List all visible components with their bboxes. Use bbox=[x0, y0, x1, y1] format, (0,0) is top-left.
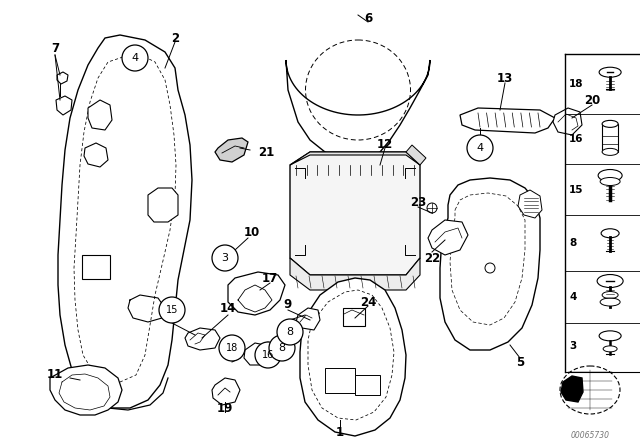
Ellipse shape bbox=[598, 169, 622, 181]
Ellipse shape bbox=[602, 148, 618, 155]
Circle shape bbox=[159, 297, 185, 323]
Bar bbox=[343, 308, 365, 326]
Polygon shape bbox=[290, 152, 420, 165]
Circle shape bbox=[269, 335, 295, 361]
Bar bbox=[325, 368, 355, 393]
Text: 17: 17 bbox=[262, 271, 278, 284]
Text: 3: 3 bbox=[569, 341, 577, 351]
Text: 15: 15 bbox=[569, 185, 584, 194]
Ellipse shape bbox=[602, 121, 618, 127]
Polygon shape bbox=[212, 378, 240, 405]
Text: 18: 18 bbox=[226, 343, 238, 353]
Ellipse shape bbox=[602, 292, 618, 298]
Text: 8: 8 bbox=[287, 327, 294, 337]
Polygon shape bbox=[244, 343, 268, 365]
Polygon shape bbox=[460, 108, 555, 133]
Polygon shape bbox=[185, 328, 220, 350]
Text: 00065730: 00065730 bbox=[570, 431, 609, 440]
Text: 1: 1 bbox=[336, 426, 344, 439]
Text: 16: 16 bbox=[262, 350, 274, 360]
Text: 16: 16 bbox=[569, 134, 584, 144]
Text: 23: 23 bbox=[410, 195, 426, 208]
Text: 13: 13 bbox=[497, 72, 513, 85]
Polygon shape bbox=[440, 178, 540, 350]
Polygon shape bbox=[88, 100, 112, 130]
Polygon shape bbox=[148, 188, 178, 222]
Polygon shape bbox=[406, 145, 426, 165]
Text: 7: 7 bbox=[51, 42, 59, 55]
Circle shape bbox=[122, 45, 148, 71]
Polygon shape bbox=[428, 220, 468, 255]
Text: 14: 14 bbox=[220, 302, 236, 314]
Polygon shape bbox=[296, 308, 320, 330]
Polygon shape bbox=[286, 60, 430, 165]
Polygon shape bbox=[57, 72, 68, 84]
Text: 24: 24 bbox=[360, 296, 376, 309]
Circle shape bbox=[212, 245, 238, 271]
Ellipse shape bbox=[601, 229, 619, 238]
Polygon shape bbox=[290, 258, 420, 290]
Text: 12: 12 bbox=[377, 138, 393, 151]
Text: 19: 19 bbox=[217, 401, 233, 414]
Polygon shape bbox=[290, 152, 420, 275]
Bar bbox=[82, 255, 110, 279]
Text: 3: 3 bbox=[221, 253, 228, 263]
Ellipse shape bbox=[597, 275, 623, 288]
Text: 8: 8 bbox=[569, 238, 577, 248]
Ellipse shape bbox=[599, 331, 621, 341]
Text: 20: 20 bbox=[584, 94, 600, 107]
Polygon shape bbox=[228, 272, 285, 315]
Polygon shape bbox=[56, 96, 72, 115]
Circle shape bbox=[255, 342, 281, 368]
Polygon shape bbox=[553, 108, 582, 135]
Text: 4: 4 bbox=[476, 143, 484, 153]
Text: 15: 15 bbox=[166, 305, 178, 315]
Polygon shape bbox=[215, 138, 248, 162]
Text: 2: 2 bbox=[171, 31, 179, 44]
Circle shape bbox=[427, 203, 437, 213]
Text: 10: 10 bbox=[244, 225, 260, 238]
Text: 6: 6 bbox=[364, 12, 372, 25]
Polygon shape bbox=[518, 190, 542, 218]
Text: 18: 18 bbox=[569, 79, 584, 89]
Ellipse shape bbox=[560, 366, 620, 414]
Text: 4: 4 bbox=[569, 292, 577, 302]
Circle shape bbox=[219, 335, 245, 361]
Bar bbox=[355, 375, 380, 395]
Circle shape bbox=[467, 135, 493, 161]
Polygon shape bbox=[84, 143, 108, 167]
Text: 22: 22 bbox=[424, 251, 440, 264]
Text: 4: 4 bbox=[131, 53, 139, 63]
Ellipse shape bbox=[600, 177, 620, 185]
Circle shape bbox=[485, 263, 495, 273]
Circle shape bbox=[277, 319, 303, 345]
Polygon shape bbox=[58, 35, 192, 408]
Ellipse shape bbox=[600, 298, 620, 306]
Ellipse shape bbox=[603, 346, 617, 352]
Polygon shape bbox=[561, 376, 583, 402]
Polygon shape bbox=[300, 278, 406, 436]
Text: 5: 5 bbox=[516, 356, 524, 369]
Text: 21: 21 bbox=[258, 146, 274, 159]
Text: 9: 9 bbox=[284, 298, 292, 311]
Polygon shape bbox=[50, 365, 122, 415]
Text: 8: 8 bbox=[278, 343, 285, 353]
Bar bbox=[602, 124, 618, 152]
Ellipse shape bbox=[599, 67, 621, 77]
Text: 11: 11 bbox=[47, 369, 63, 382]
